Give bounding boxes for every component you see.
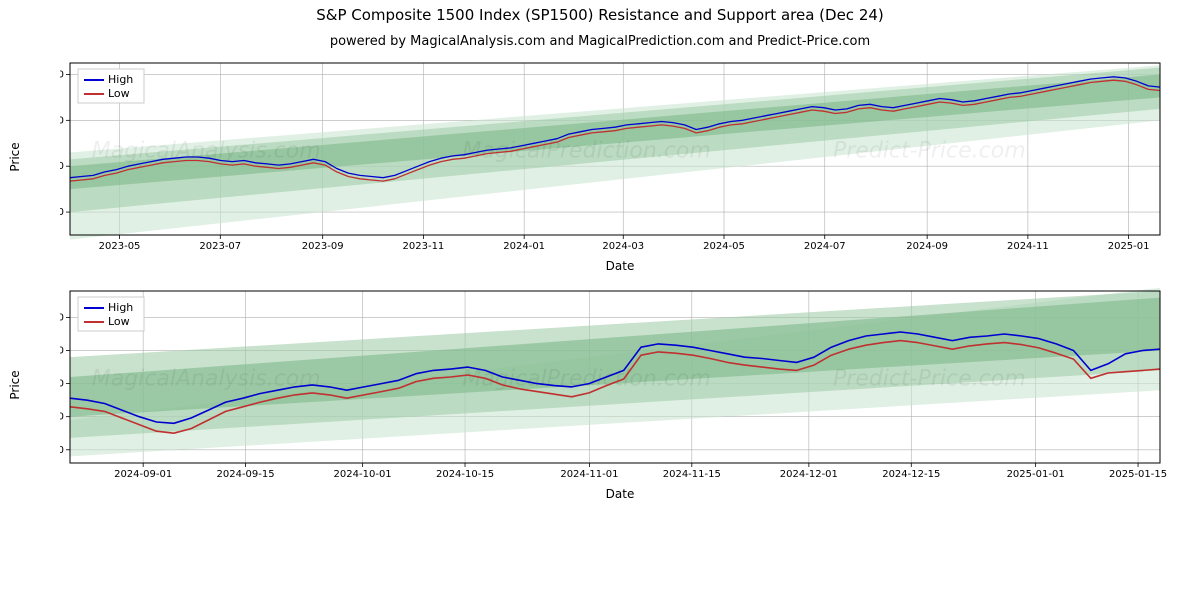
svg-text:2024-11-15: 2024-11-15	[663, 469, 721, 480]
svg-text:1000: 1000	[60, 161, 64, 172]
svg-text:2024-11: 2024-11	[1007, 241, 1049, 252]
x-axis-label: Date	[60, 487, 1180, 501]
bottom-chart: Price 12001250130013501400MagicalAnalysi…	[60, 285, 1180, 485]
svg-text:1400: 1400	[60, 69, 64, 80]
svg-text:2024-09: 2024-09	[906, 241, 948, 252]
svg-text:2025-01-15: 2025-01-15	[1109, 469, 1167, 480]
svg-text:1200: 1200	[60, 445, 64, 456]
svg-text:Predict-Price.com: Predict-Price.com	[833, 367, 1026, 392]
svg-text:800: 800	[60, 207, 64, 218]
svg-text:Low: Low	[108, 87, 130, 100]
top-chart: Price 800100012001400MagicalAnalysis.com…	[60, 57, 1180, 257]
y-axis-label: Price	[8, 142, 22, 171]
svg-text:1350: 1350	[60, 346, 64, 357]
svg-text:High: High	[108, 73, 133, 86]
svg-text:1200: 1200	[60, 115, 64, 126]
svg-text:2023-05: 2023-05	[99, 241, 141, 252]
svg-text:2024-03: 2024-03	[602, 241, 644, 252]
svg-text:2023-07: 2023-07	[199, 241, 241, 252]
chart-subtitle: powered by MagicalAnalysis.com and Magic…	[0, 34, 1200, 49]
svg-text:2024-05: 2024-05	[703, 241, 745, 252]
svg-text:2025-01-01: 2025-01-01	[1007, 469, 1065, 480]
x-axis-label: Date	[60, 259, 1180, 273]
svg-text:MagicalPrediction.com: MagicalPrediction.com	[462, 139, 710, 164]
svg-text:Predict-Price.com: Predict-Price.com	[833, 139, 1026, 164]
svg-text:Low: Low	[108, 315, 130, 328]
svg-text:2024-09-15: 2024-09-15	[217, 469, 275, 480]
svg-text:2023-09: 2023-09	[302, 241, 344, 252]
svg-text:MagicalPrediction.com: MagicalPrediction.com	[462, 367, 710, 392]
svg-text:2025-01: 2025-01	[1108, 241, 1150, 252]
svg-text:2024-10-15: 2024-10-15	[436, 469, 494, 480]
chart-title: S&P Composite 1500 Index (SP1500) Resist…	[0, 6, 1200, 24]
svg-text:MagicalAnalysis.com: MagicalAnalysis.com	[92, 139, 321, 164]
svg-text:1400: 1400	[60, 312, 64, 323]
svg-text:1300: 1300	[60, 379, 64, 390]
svg-text:2024-12-15: 2024-12-15	[882, 469, 940, 480]
svg-text:2024-10-01: 2024-10-01	[334, 469, 392, 480]
svg-text:2024-11-01: 2024-11-01	[560, 469, 618, 480]
y-axis-label: Price	[8, 370, 22, 399]
svg-text:1250: 1250	[60, 412, 64, 423]
svg-text:2024-07: 2024-07	[804, 241, 846, 252]
svg-text:High: High	[108, 301, 133, 314]
svg-text:2024-09-01: 2024-09-01	[114, 469, 172, 480]
svg-text:2024-12-01: 2024-12-01	[780, 469, 838, 480]
svg-text:2024-01: 2024-01	[503, 241, 545, 252]
svg-text:2023-11: 2023-11	[403, 241, 445, 252]
